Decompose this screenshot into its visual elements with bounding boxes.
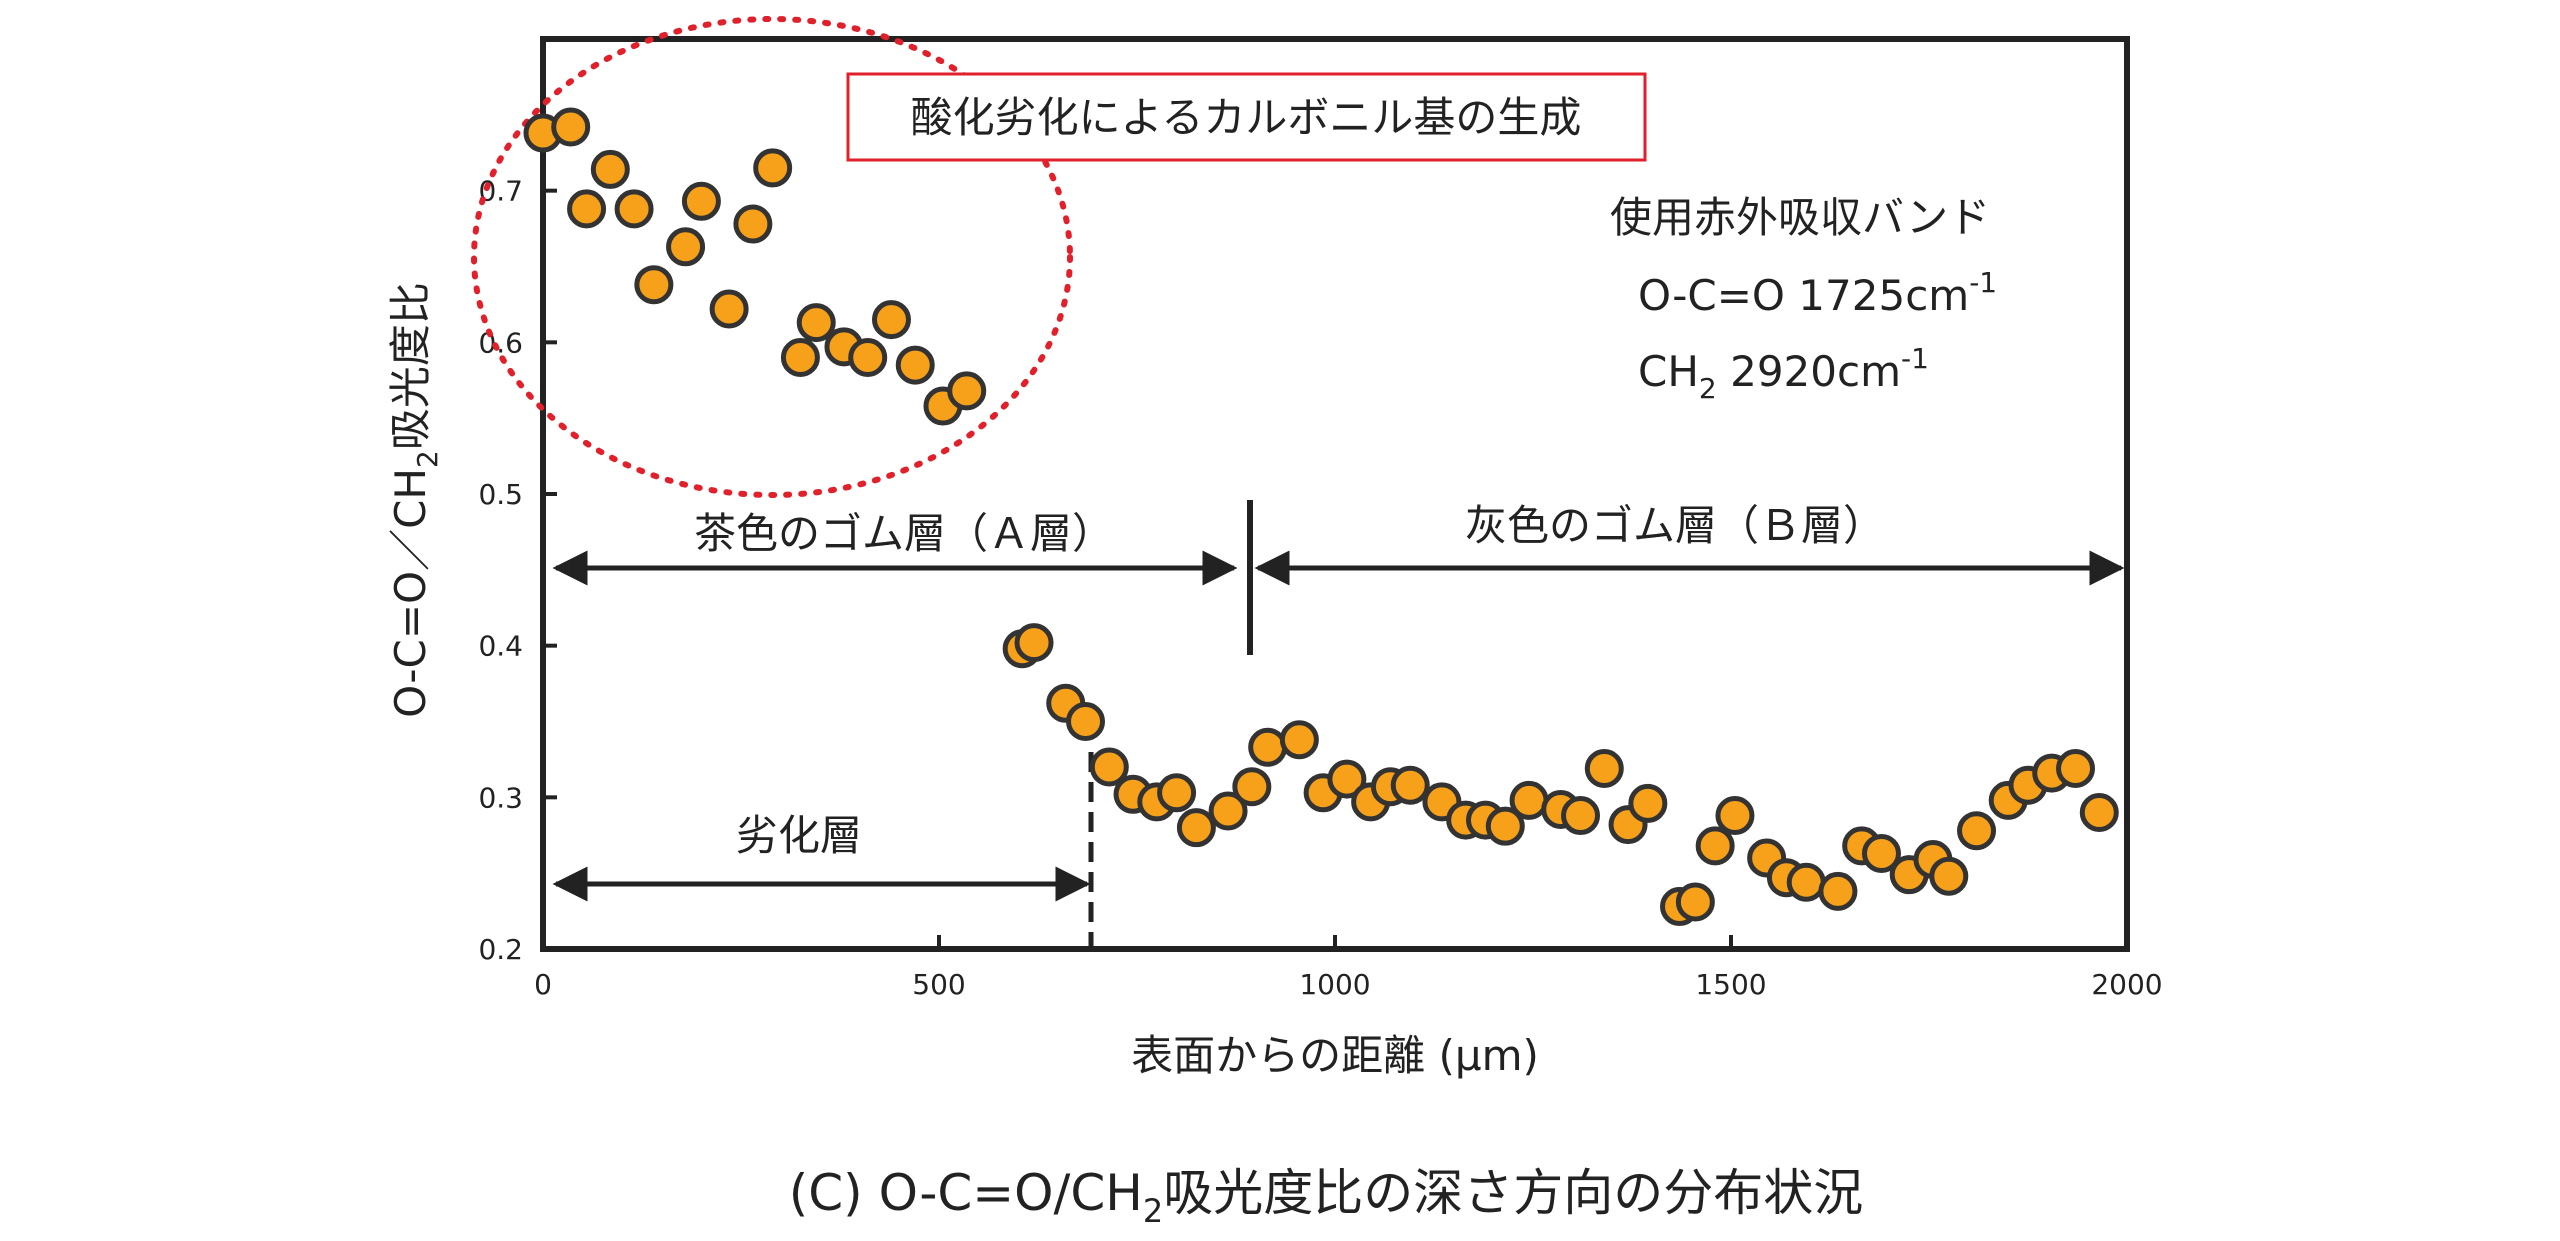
data-point: [1232, 767, 1272, 807]
data-point: [1327, 759, 1367, 799]
data-point: [1279, 720, 1319, 760]
data-point: [871, 300, 911, 340]
band-title: 使用赤外吸収バンド: [1610, 193, 1990, 242]
data-point: [1089, 747, 1129, 787]
data-point: [1066, 702, 1106, 741]
data-point: [1861, 833, 1901, 873]
figure-caption: (C) O-C=O/CH2吸光度比の深さ方向の分布状況: [789, 1164, 1864, 1230]
y-tick-label: 0.7: [478, 175, 523, 208]
layer-a-label: 茶色のゴム層（Ａ層）: [694, 509, 1114, 558]
data-point: [1509, 780, 1549, 820]
band-oco: O-C=O 1725cm-1: [1638, 266, 1997, 320]
axis-ticks: 0 500 1000 1500 2000 0.2 0.3 0.4 0.5 0.6 0.7: [478, 175, 2162, 1001]
data-point: [1715, 796, 1755, 836]
data-point: [1561, 796, 1601, 836]
y-tick-label: 0.4: [478, 630, 523, 663]
data-point: [753, 148, 793, 188]
data-point: [1390, 765, 1430, 805]
data-point: [1014, 623, 1054, 663]
data-point: [709, 289, 749, 329]
data-point: [666, 227, 706, 267]
data-point: [1818, 871, 1858, 911]
data-point: [1786, 862, 1826, 902]
data-point: [1957, 811, 1997, 851]
data-point: [780, 338, 820, 377]
data-point: [1929, 856, 1969, 896]
y-tick-label: 0.6: [478, 326, 523, 359]
data-point: [590, 149, 630, 189]
data-point: [2079, 793, 2119, 832]
x-tick-label: 500: [912, 968, 965, 1001]
data-point: [1176, 808, 1216, 848]
x-tick-label: 1500: [1695, 968, 1766, 1001]
data-point: [1485, 806, 1525, 846]
degraded-layer-label: 劣化層: [736, 811, 862, 860]
data-point: [681, 181, 721, 221]
data-point: [947, 371, 987, 411]
data-point: [1157, 773, 1197, 813]
x-tick-label: 0: [534, 968, 552, 1001]
data-point: [567, 189, 607, 229]
oxidation-highlight-ellipse: [471, 16, 1073, 498]
x-axis-title: 表面からの距離 (μm): [1131, 1031, 1539, 1080]
oxidation-label: 酸化劣化によるカルボニル基の生成: [911, 93, 1582, 142]
data-point: [895, 345, 935, 385]
data-point: [1584, 749, 1624, 789]
data-point: [551, 107, 591, 147]
oxidation-label-box: [846, 72, 1647, 162]
data-point: [1695, 826, 1735, 866]
data-point: [1675, 882, 1715, 922]
data-point: [848, 338, 888, 377]
data-point: [1248, 727, 1288, 767]
data-point: [733, 204, 773, 244]
x-tick-label: 2000: [2091, 968, 2162, 1001]
data-point: [1208, 791, 1248, 831]
data-point: [796, 303, 836, 343]
y-tick-label: 0.3: [478, 781, 523, 814]
layer-b-label: 灰色のゴム層（Ｂ層）: [1465, 501, 1885, 550]
data-points: [523, 107, 2119, 927]
y-tick-label: 0.2: [478, 933, 523, 966]
data-point: [614, 189, 654, 229]
data-point: [2056, 749, 2096, 789]
data-point: [1628, 783, 1668, 823]
y-tick-label: 0.5: [478, 478, 523, 511]
data-point: [634, 265, 674, 305]
y-axis-title: O-C=O／CH2吸光度比: [386, 282, 444, 718]
band-ch2: CH2 2920cm-1: [1638, 342, 1929, 405]
x-tick-label: 1000: [1299, 968, 1370, 1001]
